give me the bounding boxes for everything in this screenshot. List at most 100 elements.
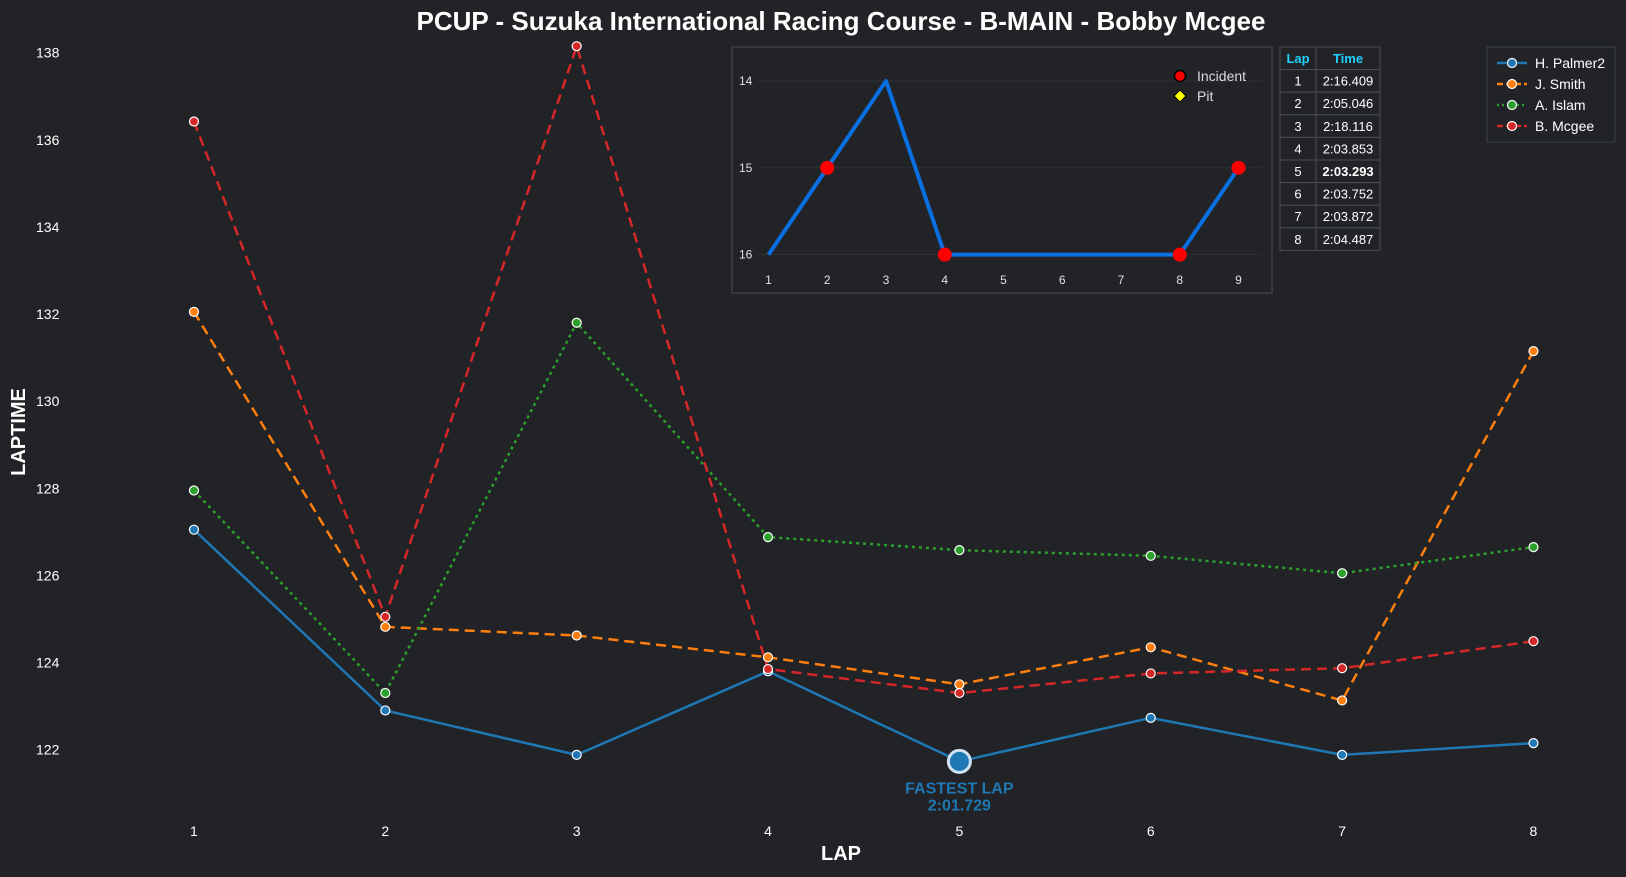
lap-time-table: Lap Time 1 2:16.409 2 2:05.046 3 2:18.116 4 2:03.…: [1279, 46, 1381, 251]
x-tick-label: 8: [1530, 823, 1538, 839]
fastest-lap-marker: [946, 748, 972, 774]
pit-legend-marker: [1173, 89, 1187, 103]
inset-y-tick-label: 15: [739, 161, 753, 175]
inset-legend: Incident Pit: [1173, 68, 1246, 104]
legend-marker: [1506, 99, 1518, 111]
y-tick-label: 128: [36, 480, 60, 496]
inset-x-tick-label: 5: [1000, 273, 1007, 287]
incident-marker: [937, 247, 952, 262]
table-cell-time: 2:03.872: [1323, 209, 1374, 224]
inset-y-tick-label: 16: [739, 248, 753, 262]
table-cell-time: 2:16.409: [1323, 74, 1374, 89]
table-header-time: Time: [1333, 51, 1363, 66]
x-tick-label: 3: [573, 823, 581, 839]
data-point: [762, 531, 774, 543]
data-point: [188, 485, 200, 496]
y-tick-label: 122: [36, 742, 60, 758]
data-point: [1336, 568, 1348, 579]
series-lines: [192, 44, 1535, 763]
y-axis-label: LAPTIME: [8, 388, 30, 476]
table-cell-time: 2:03.293: [1322, 164, 1373, 179]
x-tick-label: 4: [764, 823, 772, 839]
data-point: [380, 705, 391, 716]
y-tick-label: 136: [36, 132, 60, 148]
data-point: [188, 306, 200, 317]
data-point: [188, 524, 200, 535]
data-point: [1336, 695, 1348, 706]
legend: H. Palmer2 J. Smith A. Islam B. Mcgee: [1486, 46, 1616, 143]
legend-label: A. Islam: [1535, 97, 1586, 113]
x-tick-label: 7: [1338, 823, 1346, 839]
x-tick-label: 1: [190, 823, 198, 839]
table-cell-lap: 5: [1294, 164, 1301, 179]
series-line: [193, 321, 1534, 695]
y-tick-label: 134: [36, 219, 60, 235]
inset-x-tick-label: 4: [941, 273, 948, 287]
inset-x-tick-label: 6: [1059, 273, 1066, 287]
table-cell-time: 2:03.752: [1323, 187, 1374, 202]
table-cell-lap: 2: [1294, 96, 1301, 111]
legend-label: J. Smith: [1535, 76, 1586, 92]
table-cell-time: 2:05.046: [1323, 96, 1374, 111]
legend-marker: [1506, 57, 1518, 69]
data-point: [1528, 345, 1539, 357]
x-tick-label: 2: [381, 823, 389, 839]
table-header-lap: Lap: [1286, 51, 1309, 66]
series-line: [192, 311, 1535, 702]
inset-x-tick-label: 7: [1118, 273, 1125, 287]
table-cell-lap: 6: [1294, 187, 1301, 202]
data-point: [1528, 542, 1539, 553]
y-tick-label: 130: [36, 393, 60, 409]
data-point: [571, 630, 582, 641]
data-point: [571, 317, 582, 328]
data-point: [571, 41, 582, 52]
incident-legend-marker: [1173, 69, 1187, 83]
fastest-lap-label: FASTEST LAP: [905, 780, 1014, 797]
data-point: [762, 652, 774, 663]
y-tick-label: 132: [36, 306, 60, 322]
data-point: [1145, 550, 1156, 561]
legend-label: H. Palmer2: [1535, 55, 1605, 71]
data-point: [1528, 636, 1539, 647]
x-tick-label: 6: [1147, 823, 1155, 839]
x-axis-label: LAP: [821, 843, 861, 865]
data-point: [762, 663, 774, 675]
incident-marker: [820, 160, 835, 175]
data-point: [954, 687, 965, 699]
fastest-lap-time: 2:01.729: [928, 797, 991, 814]
table-cell-time: 2:03.853: [1323, 141, 1374, 156]
inset-x-tick-label: 9: [1235, 273, 1242, 287]
x-tick-label: 5: [955, 823, 963, 839]
data-point: [1145, 642, 1156, 653]
inset-x-tick-label: 1: [765, 273, 772, 287]
data-point: [380, 611, 391, 622]
table-cell-lap: 8: [1294, 232, 1301, 247]
inset-position-line: [766, 79, 1241, 257]
inset-x-tick-label: 8: [1176, 273, 1183, 287]
inset-x-tick-label: 2: [824, 273, 831, 287]
data-point: [571, 749, 582, 760]
series-line: [192, 44, 1534, 695]
table-cell-lap: 1: [1294, 74, 1301, 89]
inset-incident-markers: [820, 160, 1246, 262]
inset-ticks: 14 15 16 1 2 3 4 5 6 7 8 9: [739, 74, 1242, 287]
chart-title: PCUP - Suzuka International Racing Cours…: [417, 6, 1266, 36]
series-line: [193, 528, 1534, 763]
series-points: [188, 41, 1539, 767]
inset-line-path: [766, 79, 1241, 257]
legend-label: B. Mcgee: [1535, 118, 1594, 134]
table-cell-lap: 3: [1294, 119, 1301, 134]
fastest-lap-annotation: FASTEST LAP 2:01.729: [905, 748, 1014, 814]
incident-marker: [1231, 160, 1246, 175]
table-cell-bg: [1315, 227, 1381, 251]
inset-position-chart: 14 15 16 1 2 3 4 5 6 7 8 9 Incident Pit: [731, 46, 1273, 294]
y-tick-label: 124: [36, 655, 60, 671]
data-point: [380, 687, 391, 699]
data-point: [1145, 668, 1156, 679]
data-point: [954, 679, 965, 690]
axis-ticks: 122 124 1 2 6 128 130 132 134 136 1 3 8 1 2 3 4 5 6 7 8: [36, 45, 1538, 839]
incident-marker: [1172, 247, 1187, 262]
table-cell-lap: 4: [1294, 141, 1301, 156]
